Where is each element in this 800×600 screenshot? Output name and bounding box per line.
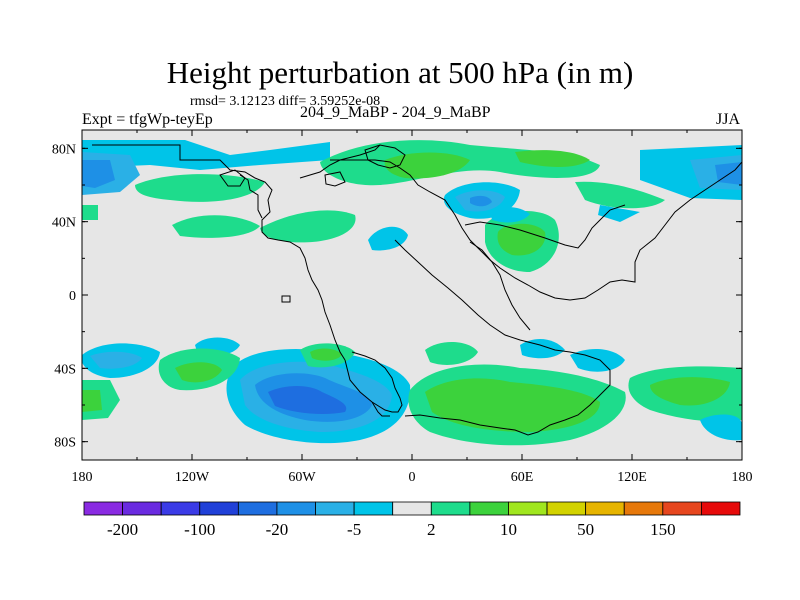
coastline <box>330 159 742 301</box>
colorbar-swatch <box>122 501 162 516</box>
lat-tick-label: 40N <box>52 216 76 231</box>
contour-region <box>515 150 590 167</box>
contour-region <box>470 195 492 207</box>
colorbar-swatch <box>623 501 664 516</box>
coastline <box>364 144 406 169</box>
contour-region <box>175 362 222 383</box>
colorbar-swatch <box>392 501 432 516</box>
colorbar-swatch <box>430 501 471 516</box>
contour-region <box>310 348 342 361</box>
colorbar-label: 10 <box>500 520 517 539</box>
colorbar-swatch <box>315 501 355 516</box>
colorbar-label: 150 <box>650 520 676 539</box>
colorbar-swatch <box>662 501 702 516</box>
season-label: JJA <box>716 111 741 128</box>
lat-tick-label: 80N <box>52 142 76 157</box>
colorbar-label: -5 <box>347 520 361 539</box>
contour-region <box>598 205 640 222</box>
colorbar-swatch <box>585 501 625 516</box>
coastline <box>394 239 611 436</box>
coastline <box>469 241 531 331</box>
contour-region <box>497 223 546 256</box>
contour-region <box>490 206 530 223</box>
contour-region <box>135 174 265 202</box>
lon-tick-label: 120E <box>617 470 647 485</box>
colorbar-label: -20 <box>266 520 289 539</box>
lon-tick-label: 120W <box>175 470 210 485</box>
contour-region <box>575 181 665 209</box>
contour-region <box>172 215 260 238</box>
longitude-axis: 180 120W 60W 0 60E 120E 180 <box>72 130 753 485</box>
latitude-axis: 80N 40N 0 40S 80S <box>52 142 742 451</box>
stats-text: rmsd= 3.12123 diff= 3.59252e-08 <box>190 94 381 109</box>
colorbar-label: 50 <box>577 520 594 539</box>
contour-region <box>650 377 730 406</box>
colorbar-swatch <box>160 501 201 516</box>
lon-tick-label: 180 <box>72 470 93 485</box>
colorbar-swatch <box>83 501 123 516</box>
contour-region <box>425 341 478 365</box>
colorbar-swatch <box>508 501 548 516</box>
lon-tick-label: 60E <box>511 470 534 485</box>
contour-region <box>260 210 356 243</box>
lat-tick-label: 40S <box>54 362 76 377</box>
colorbar-label: 2 <box>427 520 436 539</box>
colorbar-label: -100 <box>184 520 215 539</box>
lon-tick-label: 60W <box>288 470 316 485</box>
lat-tick-label: 0 <box>69 289 76 304</box>
coastline <box>464 204 626 249</box>
height-perturbation-field <box>82 140 742 446</box>
lon-tick-label: 180 <box>732 470 753 485</box>
contour-region <box>82 160 115 188</box>
colorbar-swatch <box>237 501 278 516</box>
coastline <box>371 401 390 417</box>
colorbar-swatch <box>199 501 239 516</box>
coastline <box>92 144 346 361</box>
lat-tick-label: 80S <box>54 436 76 451</box>
colorbar-label: -200 <box>107 520 138 539</box>
experiment-label: Expt = tfgWp-teyEp <box>82 111 213 128</box>
contour-region <box>520 338 565 359</box>
contour-region <box>425 378 600 432</box>
contour-region <box>368 226 408 251</box>
lon-tick-label: 0 <box>409 470 416 485</box>
colorbar-swatch <box>353 501 394 516</box>
contour-region <box>82 205 98 220</box>
coastline <box>281 295 291 303</box>
colorbar-swatch <box>469 501 509 516</box>
coastline <box>324 171 346 187</box>
contour-region <box>700 414 742 441</box>
colorbar: -200 -100 -20 -5 2 10 50 150 <box>83 501 741 539</box>
contour-region <box>268 386 347 414</box>
contour-region <box>82 390 102 412</box>
coastline <box>344 351 403 413</box>
colorbar-swatch <box>701 501 741 516</box>
colorbar-swatch <box>276 501 316 516</box>
plot-title: Height perturbation at 500 hPa (in m) <box>166 55 634 90</box>
subtitle: 204_9_MaBP - 204_9_MaBP <box>300 104 491 121</box>
continent-outlines <box>92 144 742 436</box>
contour-region <box>90 351 142 369</box>
contour-region <box>715 162 742 185</box>
colorbar-swatch <box>546 501 587 516</box>
coastline <box>219 169 246 187</box>
coastline <box>239 174 263 219</box>
contour-region <box>82 140 330 170</box>
